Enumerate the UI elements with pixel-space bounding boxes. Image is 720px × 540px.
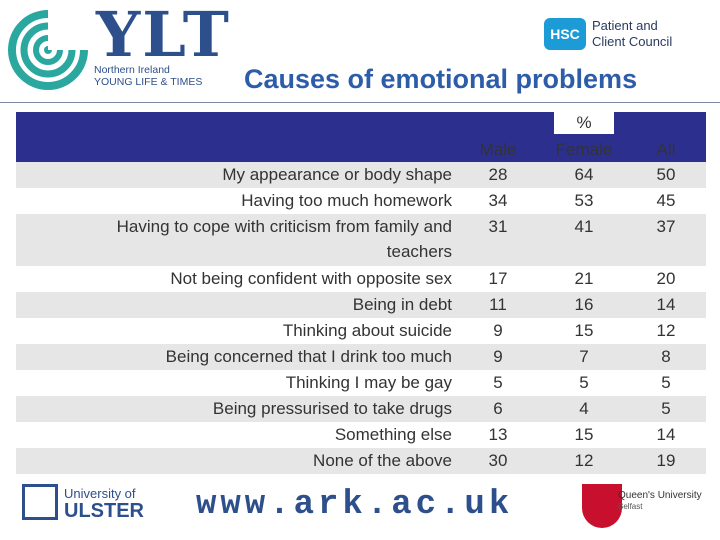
header-divider xyxy=(0,102,720,103)
table-row: Not being confident with opposite sex 17… xyxy=(16,266,706,292)
cell-all: 5 xyxy=(661,399,671,418)
table-row: Something else 13 15 14 xyxy=(16,422,706,448)
table-row: Being in debt 11 16 14 xyxy=(16,292,706,318)
page-title: Causes of emotional problems xyxy=(244,64,638,94)
table-row: My appearance or body shape 28 64 50 xyxy=(16,162,706,188)
percent-heading: % xyxy=(554,112,614,134)
table-body: My appearance or body shape 28 64 50 Hav… xyxy=(16,162,706,474)
cell-female: 5 xyxy=(579,373,589,392)
cell-male: 6 xyxy=(493,399,503,418)
hsc-badge: HSC xyxy=(544,18,586,50)
row-label-line2: teachers xyxy=(386,242,452,261)
cell-all: 12 xyxy=(656,321,676,340)
hsc-line2: Client Council xyxy=(592,34,673,49)
ulster-logo: University of ULSTER xyxy=(22,484,152,530)
ulster-line1: University of xyxy=(64,486,136,501)
cell-female: 15 xyxy=(574,425,594,444)
table-column-headings: % Male Female All xyxy=(16,112,706,172)
row-label: Being concerned that I drink too much xyxy=(165,347,452,366)
cell-male: 31 xyxy=(488,217,508,236)
cell-male: 17 xyxy=(488,269,508,288)
cell-female: 16 xyxy=(574,295,594,314)
ark-url-link[interactable]: www.ark.ac.uk xyxy=(196,486,514,524)
ylt-subtitle-line1: Northern Ireland xyxy=(94,64,170,76)
qub-logo: Queen's University Belfast xyxy=(582,484,712,534)
cell-all: 19 xyxy=(656,451,676,470)
cell-female: 64 xyxy=(574,165,594,184)
cell-male: 11 xyxy=(489,295,507,314)
cell-male: 9 xyxy=(493,347,503,366)
cell-female: 15 xyxy=(574,321,594,340)
table-row: None of the above 30 12 19 xyxy=(16,448,706,474)
ylt-name: YLT xyxy=(96,0,231,71)
row-label: Having too much homework xyxy=(241,191,452,210)
column-all: All xyxy=(656,140,676,159)
cell-female: 7 xyxy=(579,347,589,366)
table-row: Thinking about suicide 9 15 12 xyxy=(16,318,706,344)
table-row: Being concerned that I drink too much 9 … xyxy=(16,344,706,370)
table-row: Having too much homework 34 53 45 xyxy=(16,188,706,214)
row-label: Thinking I may be gay xyxy=(285,373,452,392)
ylt-subtitle-line2: YOUNG LIFE & TIMES xyxy=(94,76,203,88)
cell-female: 41 xyxy=(574,217,594,236)
cell-all: 14 xyxy=(656,425,676,444)
cell-all: 50 xyxy=(656,165,676,184)
cell-all: 8 xyxy=(661,347,671,366)
cell-all: 14 xyxy=(656,295,676,314)
table-row: Having to cope with criticism from famil… xyxy=(16,214,706,266)
cell-female: 12 xyxy=(574,451,594,470)
cell-female: 21 xyxy=(574,269,594,288)
qub-line2: Belfast xyxy=(618,502,643,511)
row-label: Being pressurised to take drugs xyxy=(212,399,452,418)
cell-all: 20 xyxy=(656,269,676,288)
ulster-line2: ULSTER xyxy=(64,500,144,522)
cell-male: 34 xyxy=(488,191,508,210)
cell-all: 37 xyxy=(656,217,676,236)
table-row: Thinking I may be gay 5 5 5 xyxy=(16,370,706,396)
cell-female: 4 xyxy=(579,399,589,418)
table-row: Being pressurised to take drugs 6 4 5 xyxy=(16,396,706,422)
cell-male: 9 xyxy=(493,321,503,340)
hsc-logo: HSC Patient and Client Council xyxy=(544,16,714,56)
row-label: Thinking about suicide xyxy=(282,321,452,340)
column-male: Male xyxy=(479,140,517,159)
row-label: My appearance or body shape xyxy=(222,165,452,184)
cell-male: 5 xyxy=(493,373,503,392)
ylt-logo: YLT Northern Ireland YOUNG LIFE & TIMES xyxy=(8,0,229,92)
column-female: Female xyxy=(555,140,613,159)
row-label: Something else xyxy=(334,425,452,444)
row-label: None of the above xyxy=(313,451,452,470)
cell-all: 5 xyxy=(661,373,671,392)
ylt-spiral-icon xyxy=(8,8,88,90)
row-label-line1: Having to cope with criticism from famil… xyxy=(116,217,452,236)
hsc-line1: Patient and xyxy=(592,18,658,33)
row-label: Being in debt xyxy=(352,295,452,314)
cell-male: 13 xyxy=(488,425,508,444)
cell-female: 53 xyxy=(574,191,594,210)
qub-line1: Queen's University xyxy=(618,490,702,501)
footer: University of ULSTER www.ark.ac.uk Queen… xyxy=(0,474,720,540)
cell-male: 28 xyxy=(488,165,508,184)
row-label: Not being confident with opposite sex xyxy=(170,269,452,288)
ulster-crest-icon xyxy=(22,484,58,520)
cell-male: 30 xyxy=(488,451,508,470)
qub-crest-icon xyxy=(582,484,622,528)
header: YLT Northern Ireland YOUNG LIFE & TIMES … xyxy=(0,0,720,104)
cell-all: 45 xyxy=(656,191,676,210)
